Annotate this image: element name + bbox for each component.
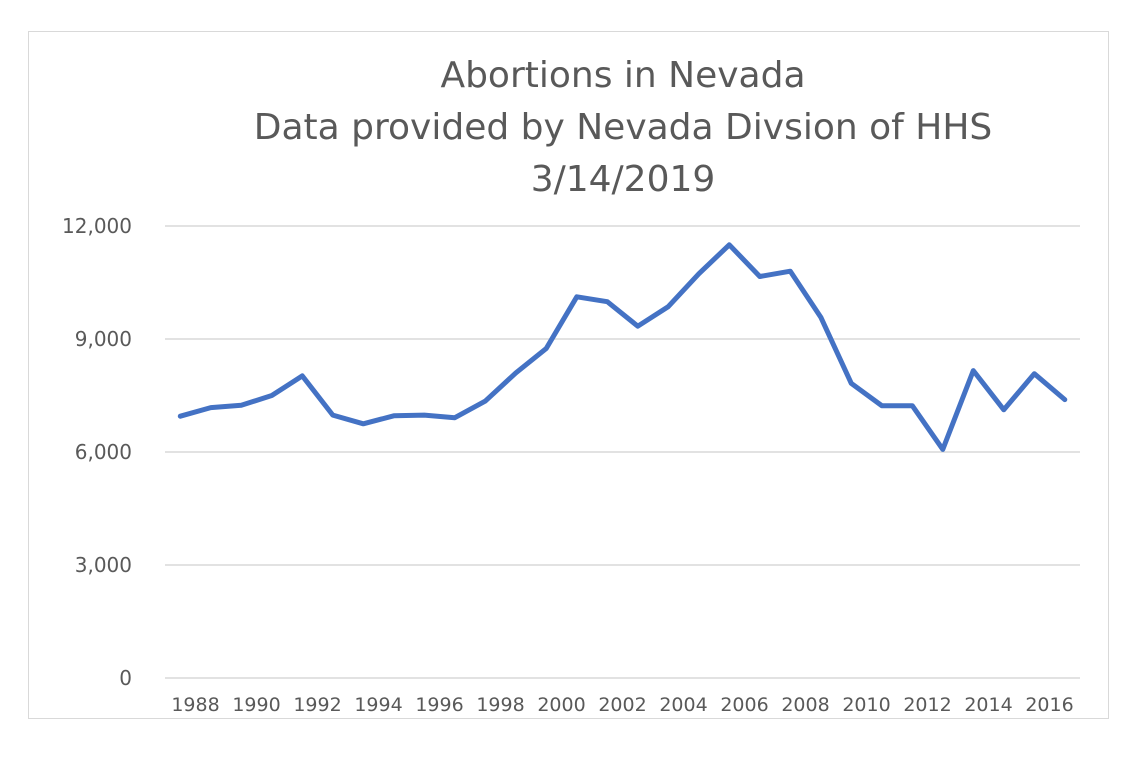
x-tick-label: 1992 [293,694,341,716]
x-tick-label: 2000 [537,694,585,716]
y-axis-ticks: 0 3,000 6,000 9,000 12,000 [62,214,132,690]
series-layer [177,242,1068,452]
x-tick-label: 1996 [415,694,463,716]
x-tick-label: 1998 [476,694,524,716]
x-tick-label: 1994 [354,694,402,716]
x-tick-label: 2010 [842,694,890,716]
y-tick-label: 12,000 [62,214,132,238]
chart-title-line-2: Data provided by Nevada Divsion of HHS [253,107,993,148]
x-tick-label: 2008 [781,694,829,716]
chart-title-line-3: 3/14/2019 [530,159,716,200]
y-tick-label: 0 [119,666,132,690]
x-tick-label: 1988 [171,694,219,716]
x-tick-label: 2004 [659,694,707,716]
series-line [177,242,1068,452]
x-tick-label: 2002 [598,694,646,716]
chart-frame [28,31,1109,719]
y-tick-label: 6,000 [75,440,132,464]
x-tick-label: 1990 [232,694,280,716]
chart-title-line-1: Abortions in Nevada [440,55,806,96]
x-tick-label: 2006 [720,694,768,716]
gridlines [165,225,1080,679]
x-tick-label: 2014 [964,694,1012,716]
x-tick-label: 2016 [1025,694,1073,716]
chart-title: Abortions in Nevada Data provided by Nev… [28,50,1143,206]
y-tick-label: 9,000 [75,327,132,351]
x-axis-ticks: 1988 1990 1992 1994 1996 1998 2000 2002 2004 2006… [171,694,1073,716]
x-tick-label: 2012 [903,694,951,716]
y-tick-label: 3,000 [75,553,132,577]
